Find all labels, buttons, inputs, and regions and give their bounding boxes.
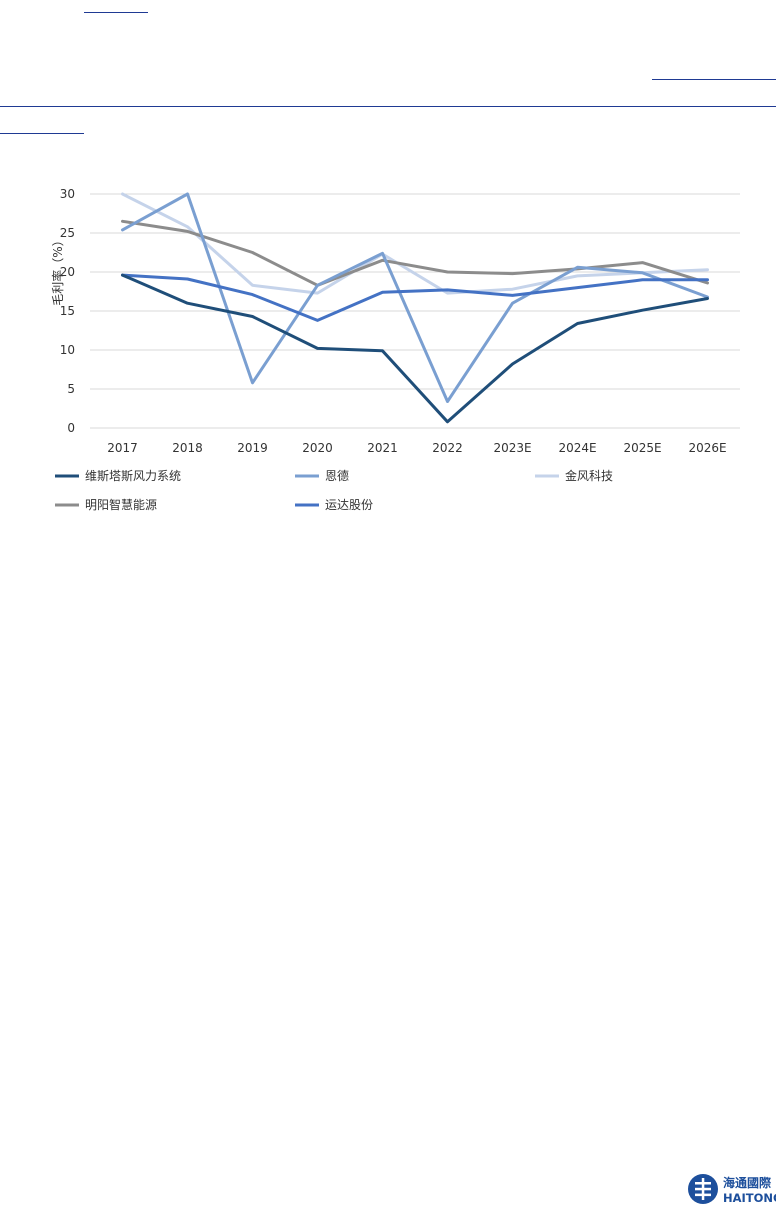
link-underline[interactable] — [652, 79, 776, 80]
series-line-0 — [121, 273, 709, 424]
x-tick-label: 2026E — [688, 441, 726, 455]
logo-text-cn: 海通國際 — [723, 1175, 772, 1190]
x-tick-labels: 2017 2018 2019 2020 2021 2022 2023E 2024E 2025E 2… — [107, 441, 726, 455]
x-tick-label: 2021 — [367, 441, 398, 455]
haitong-logo: 海通國際 HAITONG — [688, 1174, 776, 1205]
legend-label: 明阳智慧能源 — [85, 497, 157, 512]
series-lines — [121, 192, 709, 424]
y-tick-labels: 0 5 10 15 20 25 30 — [60, 187, 75, 435]
x-tick-label: 2018 — [172, 441, 203, 455]
x-tick-label: 2020 — [302, 441, 333, 455]
logo-text-en: HAITONG — [723, 1191, 776, 1205]
y-tick-label: 15 — [60, 304, 75, 318]
x-tick-label: 2023E — [493, 441, 531, 455]
x-tick-label: 2017 — [107, 441, 138, 455]
series-line-3 — [121, 219, 709, 287]
gross-margin-line-chart: 0 5 10 15 20 25 30 2017 2018 2019 2020 2021 2022 202… — [50, 187, 740, 512]
legend-label: 运达股份 — [325, 498, 373, 512]
link-underline[interactable] — [0, 133, 84, 134]
y-tick-label: 0 — [67, 421, 75, 435]
x-tick-label: 2019 — [237, 441, 268, 455]
x-tick-label: 2024E — [558, 441, 596, 455]
y-tick-label: 5 — [67, 382, 75, 396]
series-line-4 — [121, 273, 709, 322]
link-underline[interactable] — [84, 12, 148, 13]
y-tick-label: 10 — [60, 343, 75, 357]
legend-label: 金风科技 — [565, 468, 613, 483]
link-underline[interactable] — [0, 106, 776, 107]
y-tick-label: 25 — [60, 226, 75, 240]
x-tick-label: 2025E — [623, 441, 661, 455]
x-tick-label: 2022 — [432, 441, 463, 455]
series-line-2 — [121, 192, 709, 295]
legend-label: 恩德 — [325, 468, 349, 483]
y-axis-label: 毛利率（%） — [50, 234, 65, 305]
series-line-1 — [121, 192, 709, 403]
legend-label: 维斯塔斯风力系统 — [85, 469, 181, 483]
y-tick-label: 20 — [60, 265, 75, 279]
y-tick-label: 30 — [60, 187, 75, 201]
